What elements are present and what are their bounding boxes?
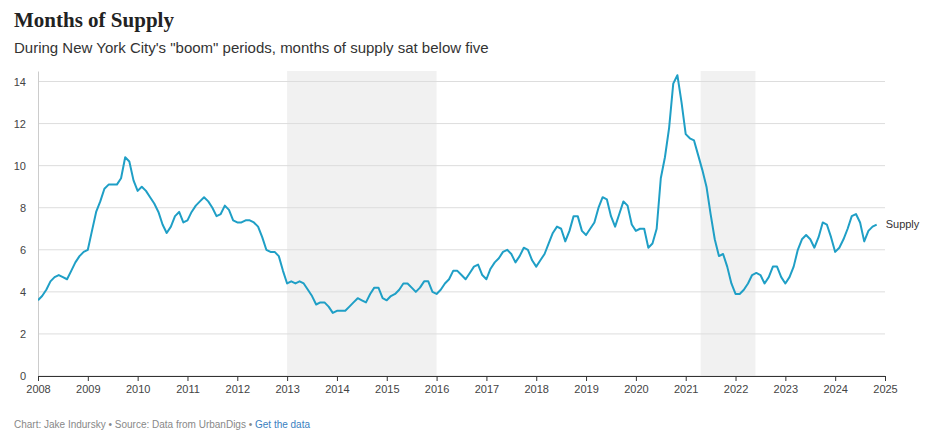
grid-line (38, 333, 885, 334)
y-tick: 14 (14, 76, 38, 88)
grid-line (38, 207, 885, 208)
title: Months of Supply (14, 8, 174, 32)
x-tick: 2015 (375, 376, 399, 395)
x-tick-mark (686, 376, 687, 381)
y-axis-line (38, 72, 39, 377)
x-tick-label: 2011 (176, 383, 200, 395)
x-tick: 2022 (724, 376, 748, 395)
x-tick-label: 2016 (425, 383, 449, 395)
y-tick: 10 (14, 160, 38, 172)
x-tick-label: 2024 (823, 383, 847, 395)
y-tick-label: 10 (14, 160, 26, 172)
x-tick-mark (337, 376, 338, 381)
x-tick-label: 2021 (674, 383, 698, 395)
chart-container: Months of Supply During New York City's "… (0, 0, 935, 442)
y-tick: 4 (20, 286, 38, 298)
x-tick: 2008 (26, 376, 50, 395)
x-tick: 2018 (524, 376, 548, 395)
x-tick-label: 2012 (226, 383, 250, 395)
y-tick: 12 (14, 118, 38, 130)
x-tick: 2016 (425, 376, 449, 395)
x-tick-label: 2023 (774, 383, 798, 395)
y-tick: 8 (20, 202, 38, 214)
plot-marks (38, 75, 877, 313)
y-tick: 0 (20, 370, 38, 382)
footer: Chart: Jake Indursky • Source: Data from… (14, 419, 310, 430)
x-axis-line (39, 377, 886, 382)
x-tick: 2009 (76, 376, 100, 395)
x-tick-mark (88, 376, 89, 381)
x-tick: 2013 (275, 376, 299, 395)
y-tick-label: 0 (20, 370, 26, 382)
x-tick-mark (237, 376, 238, 381)
shaded-periods (287, 71, 755, 376)
y-tick-label: 6 (20, 244, 26, 256)
x-tick-mark (437, 376, 438, 381)
x-tick: 2010 (126, 376, 150, 395)
source: Chart: Jake Indursky • Source: Data from… (14, 419, 255, 430)
y-tick: 6 (20, 244, 38, 256)
x-tick-label: 2014 (325, 383, 349, 395)
x-tick-mark (187, 376, 188, 381)
x-tick: 2023 (774, 376, 798, 395)
y-axis: 0 2 4 6 8 10 12 14 (14, 72, 39, 383)
shaded-period (287, 71, 436, 376)
x-tick-label: 2017 (475, 383, 499, 395)
grid-line (38, 165, 885, 166)
x-tick-label: 2010 (126, 383, 150, 395)
x-tick-label: 2020 (624, 383, 648, 395)
grid-line (38, 123, 885, 124)
x-tick-label: 2019 (574, 383, 598, 395)
x-tick-mark (536, 376, 537, 381)
x-tick-label: 2015 (375, 383, 399, 395)
x-tick-label: 2018 (524, 383, 548, 395)
x-tick-mark (38, 376, 39, 381)
y-tick: 2 (20, 328, 38, 340)
grid-line (38, 249, 885, 250)
x-tick: 2021 (674, 376, 698, 395)
x-tick-label: 2009 (76, 383, 100, 395)
x-tick: 2012 (226, 376, 250, 395)
x-tick-label: 2008 (26, 383, 50, 395)
y-tick-label: 14 (14, 76, 26, 88)
subtitle: During New York City's "boom" periods, m… (14, 39, 489, 56)
x-tick: 2014 (325, 376, 349, 395)
y-tick-label: 4 (20, 286, 26, 298)
x-tick: 2011 (176, 376, 200, 395)
x-tick-mark (785, 376, 786, 381)
y-tick-label: 2 (20, 328, 26, 340)
x-tick-mark (586, 376, 587, 381)
x-tick: 2024 (823, 376, 847, 395)
x-tick-mark (835, 376, 836, 381)
chart-svg: Months of Supply During New York City's "… (0, 0, 935, 442)
shaded-period (701, 71, 756, 376)
x-tick: 2025 (873, 376, 897, 395)
x-tick-mark (387, 376, 388, 381)
series-line (38, 75, 877, 313)
x-axis: 2008 2009 2010 2011 2012 2013 2014 2015 2016 2017… (26, 376, 897, 395)
x-tick-mark (885, 376, 886, 381)
y-tick-label: 12 (14, 118, 26, 130)
x-tick: 2019 (574, 376, 598, 395)
series-label: Supply (886, 218, 920, 230)
x-tick-mark (736, 376, 737, 381)
x-tick-label: 2022 (724, 383, 748, 395)
x-tick-mark (636, 376, 637, 381)
x-tick: 2017 (475, 376, 499, 395)
x-tick-mark (138, 376, 139, 381)
grid-line (38, 81, 885, 82)
grid-line (38, 291, 885, 292)
x-tick-mark (486, 376, 487, 381)
x-tick: 2020 (624, 376, 648, 395)
x-tick-label: 2013 (275, 383, 299, 395)
x-tick-mark (287, 376, 288, 381)
source-link[interactable]: Get the data (255, 419, 310, 430)
y-tick-label: 8 (20, 202, 26, 214)
x-tick-label: 2025 (873, 383, 897, 395)
